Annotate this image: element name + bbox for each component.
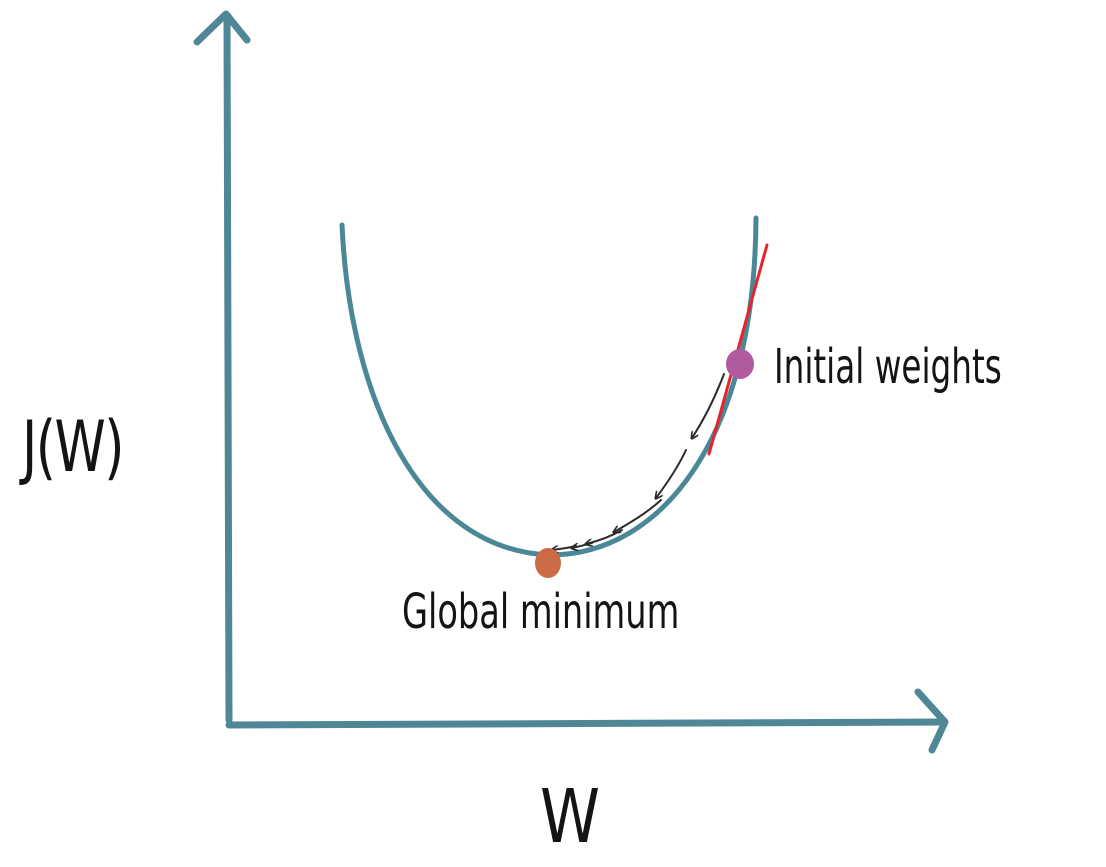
initial-weights-label: Initial weights <box>774 339 1002 395</box>
step-arrow-1 <box>692 373 725 438</box>
axes <box>193 10 949 754</box>
cost-curve <box>339 215 759 558</box>
x-axis-arrowhead <box>914 688 949 754</box>
initial-weights-point <box>726 349 754 379</box>
step-arrow-5 <box>572 542 593 548</box>
step-arrow-3 <box>614 499 662 532</box>
x-axis-line <box>225 718 948 729</box>
y-axis-label: J(W) <box>22 406 124 488</box>
global-minimum-label: Global minimum <box>402 584 680 640</box>
y-axis-arrowhead <box>193 10 251 46</box>
y-axis-line <box>223 12 233 724</box>
step-arrow-2 <box>656 449 687 498</box>
x-axis-label: W <box>540 774 601 860</box>
global-minimum-point <box>535 548 561 578</box>
descent-steps <box>552 373 725 550</box>
